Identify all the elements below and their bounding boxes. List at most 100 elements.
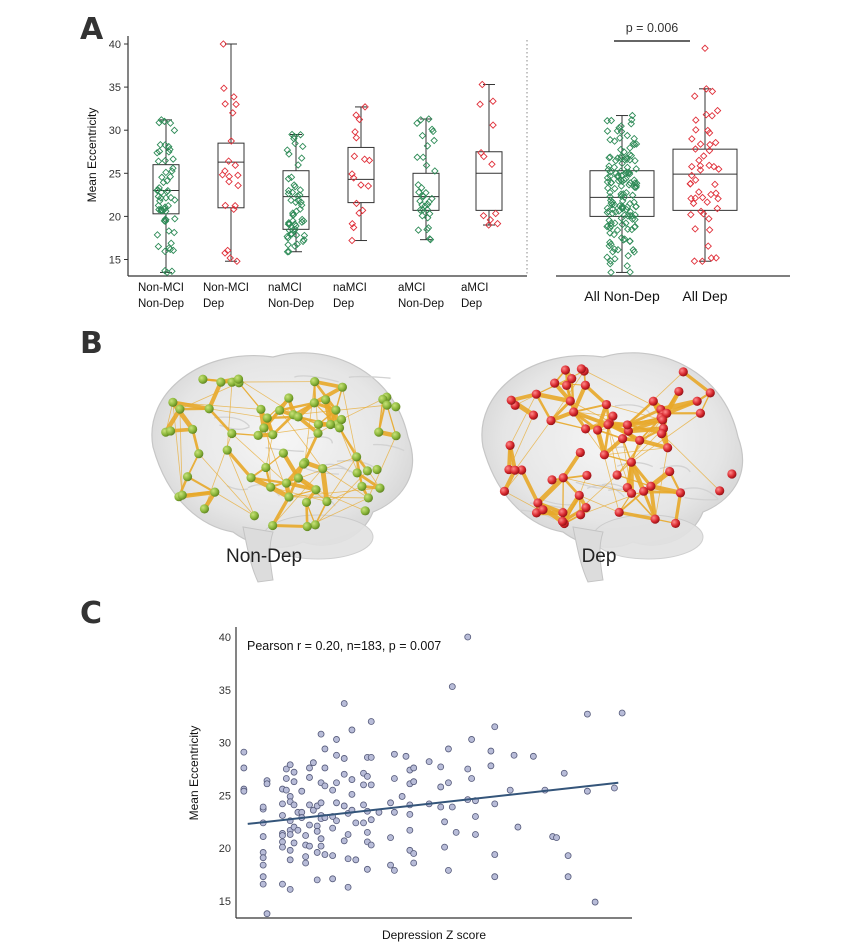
scatter-point (333, 779, 340, 787)
scatter-point (390, 808, 398, 816)
network-node (635, 435, 645, 445)
box-2-point (298, 215, 306, 224)
network-node (531, 389, 541, 399)
network-node (547, 475, 557, 485)
network-node (362, 466, 373, 476)
network-node (727, 469, 737, 479)
network-edge (304, 381, 316, 463)
network-node (648, 396, 658, 406)
box-all-1-point (696, 140, 705, 148)
box-all-0-point (626, 237, 634, 245)
scatter-point (352, 819, 360, 827)
box-1-point (219, 40, 228, 48)
network-node (261, 462, 271, 473)
box-1-point (231, 161, 240, 170)
network-node (576, 364, 586, 374)
scatter-point (259, 854, 267, 862)
panel-c-ytick-label: 35 (219, 685, 231, 697)
box-all-1-point (690, 92, 699, 100)
box-all-1-point (689, 199, 698, 208)
box-0-point (161, 156, 169, 165)
network-edge (207, 380, 223, 411)
scatter-point (410, 850, 418, 857)
scatter-point (390, 750, 398, 758)
box-2-point (283, 146, 292, 154)
box-all-0-point (607, 240, 615, 249)
network-node (357, 481, 367, 491)
network-node (670, 518, 681, 529)
scatter-point (360, 781, 367, 789)
scatter-point (464, 633, 472, 641)
box-2-point (299, 237, 307, 246)
box-4-point (424, 224, 433, 232)
box-0-point (157, 194, 165, 202)
panel-letter-b: B (80, 326, 103, 361)
box-1-point (221, 100, 229, 108)
box-3-point (361, 103, 369, 111)
box-all-0-point (628, 225, 636, 234)
box-0-point (163, 177, 171, 185)
box-all-0-point (623, 262, 631, 270)
scatter-point (410, 778, 418, 786)
scatter-point (333, 799, 340, 807)
box-all-1-point (711, 138, 720, 147)
box-1-point (221, 201, 230, 210)
scatter-point (279, 832, 286, 839)
network-node (302, 521, 312, 532)
network-edge (571, 410, 610, 427)
scatter-point (321, 851, 329, 858)
scatter-point (445, 745, 452, 753)
p-value-label: p = 0.006 (626, 21, 679, 35)
scatter-point (282, 775, 290, 782)
network-node (499, 486, 510, 496)
box-5-point (476, 100, 484, 109)
network-node (352, 468, 362, 478)
scatter-point (329, 824, 337, 832)
box-2-point (285, 220, 294, 229)
box-1-box (217, 142, 245, 209)
scatter-point (290, 801, 298, 809)
network-node (216, 377, 226, 387)
box-all-1-point (687, 210, 695, 219)
box-all-0-point (606, 136, 614, 144)
brain-gyrus (307, 436, 333, 444)
box-all-1-box (672, 148, 738, 211)
scatter-point (329, 852, 337, 859)
box-all-0-point (603, 253, 611, 262)
box-4-point (422, 161, 431, 170)
box-all-0-point (608, 247, 617, 256)
network-edge (198, 453, 255, 517)
panel-c-ytick-label: 20 (219, 843, 231, 855)
network-node (320, 395, 331, 405)
box-all-1-point (697, 207, 705, 216)
box-4-point (418, 212, 427, 220)
scatter-point (306, 842, 313, 850)
network-edge (186, 475, 216, 494)
network-node (678, 367, 688, 377)
brain-gyrus (684, 496, 719, 501)
network-node (249, 511, 259, 521)
box-1-point (225, 172, 233, 181)
scatter-point (487, 747, 495, 755)
network-node (558, 507, 568, 518)
panel-letter-a: A (80, 12, 104, 47)
scatter-point (306, 821, 313, 829)
box-all-1-point (708, 112, 716, 120)
box-all-0-point (614, 246, 622, 254)
box-0-point (165, 142, 173, 151)
network-edge (326, 456, 357, 502)
scatter-point (298, 787, 306, 795)
box-0-point (167, 193, 175, 202)
box-all-0-point (608, 198, 617, 206)
box-4-point (421, 202, 429, 210)
box-4-point (425, 235, 434, 243)
box-0-point (166, 145, 174, 154)
box-all-1-point (699, 210, 708, 218)
group-label-line1: aMCI (398, 282, 425, 294)
box-all-1-point (698, 257, 707, 265)
network-node (567, 374, 577, 384)
network-edge (238, 378, 299, 418)
brain-label-non-dep: Non-Dep (226, 546, 302, 567)
box-2-point (285, 218, 293, 227)
box-0-point (161, 215, 169, 224)
